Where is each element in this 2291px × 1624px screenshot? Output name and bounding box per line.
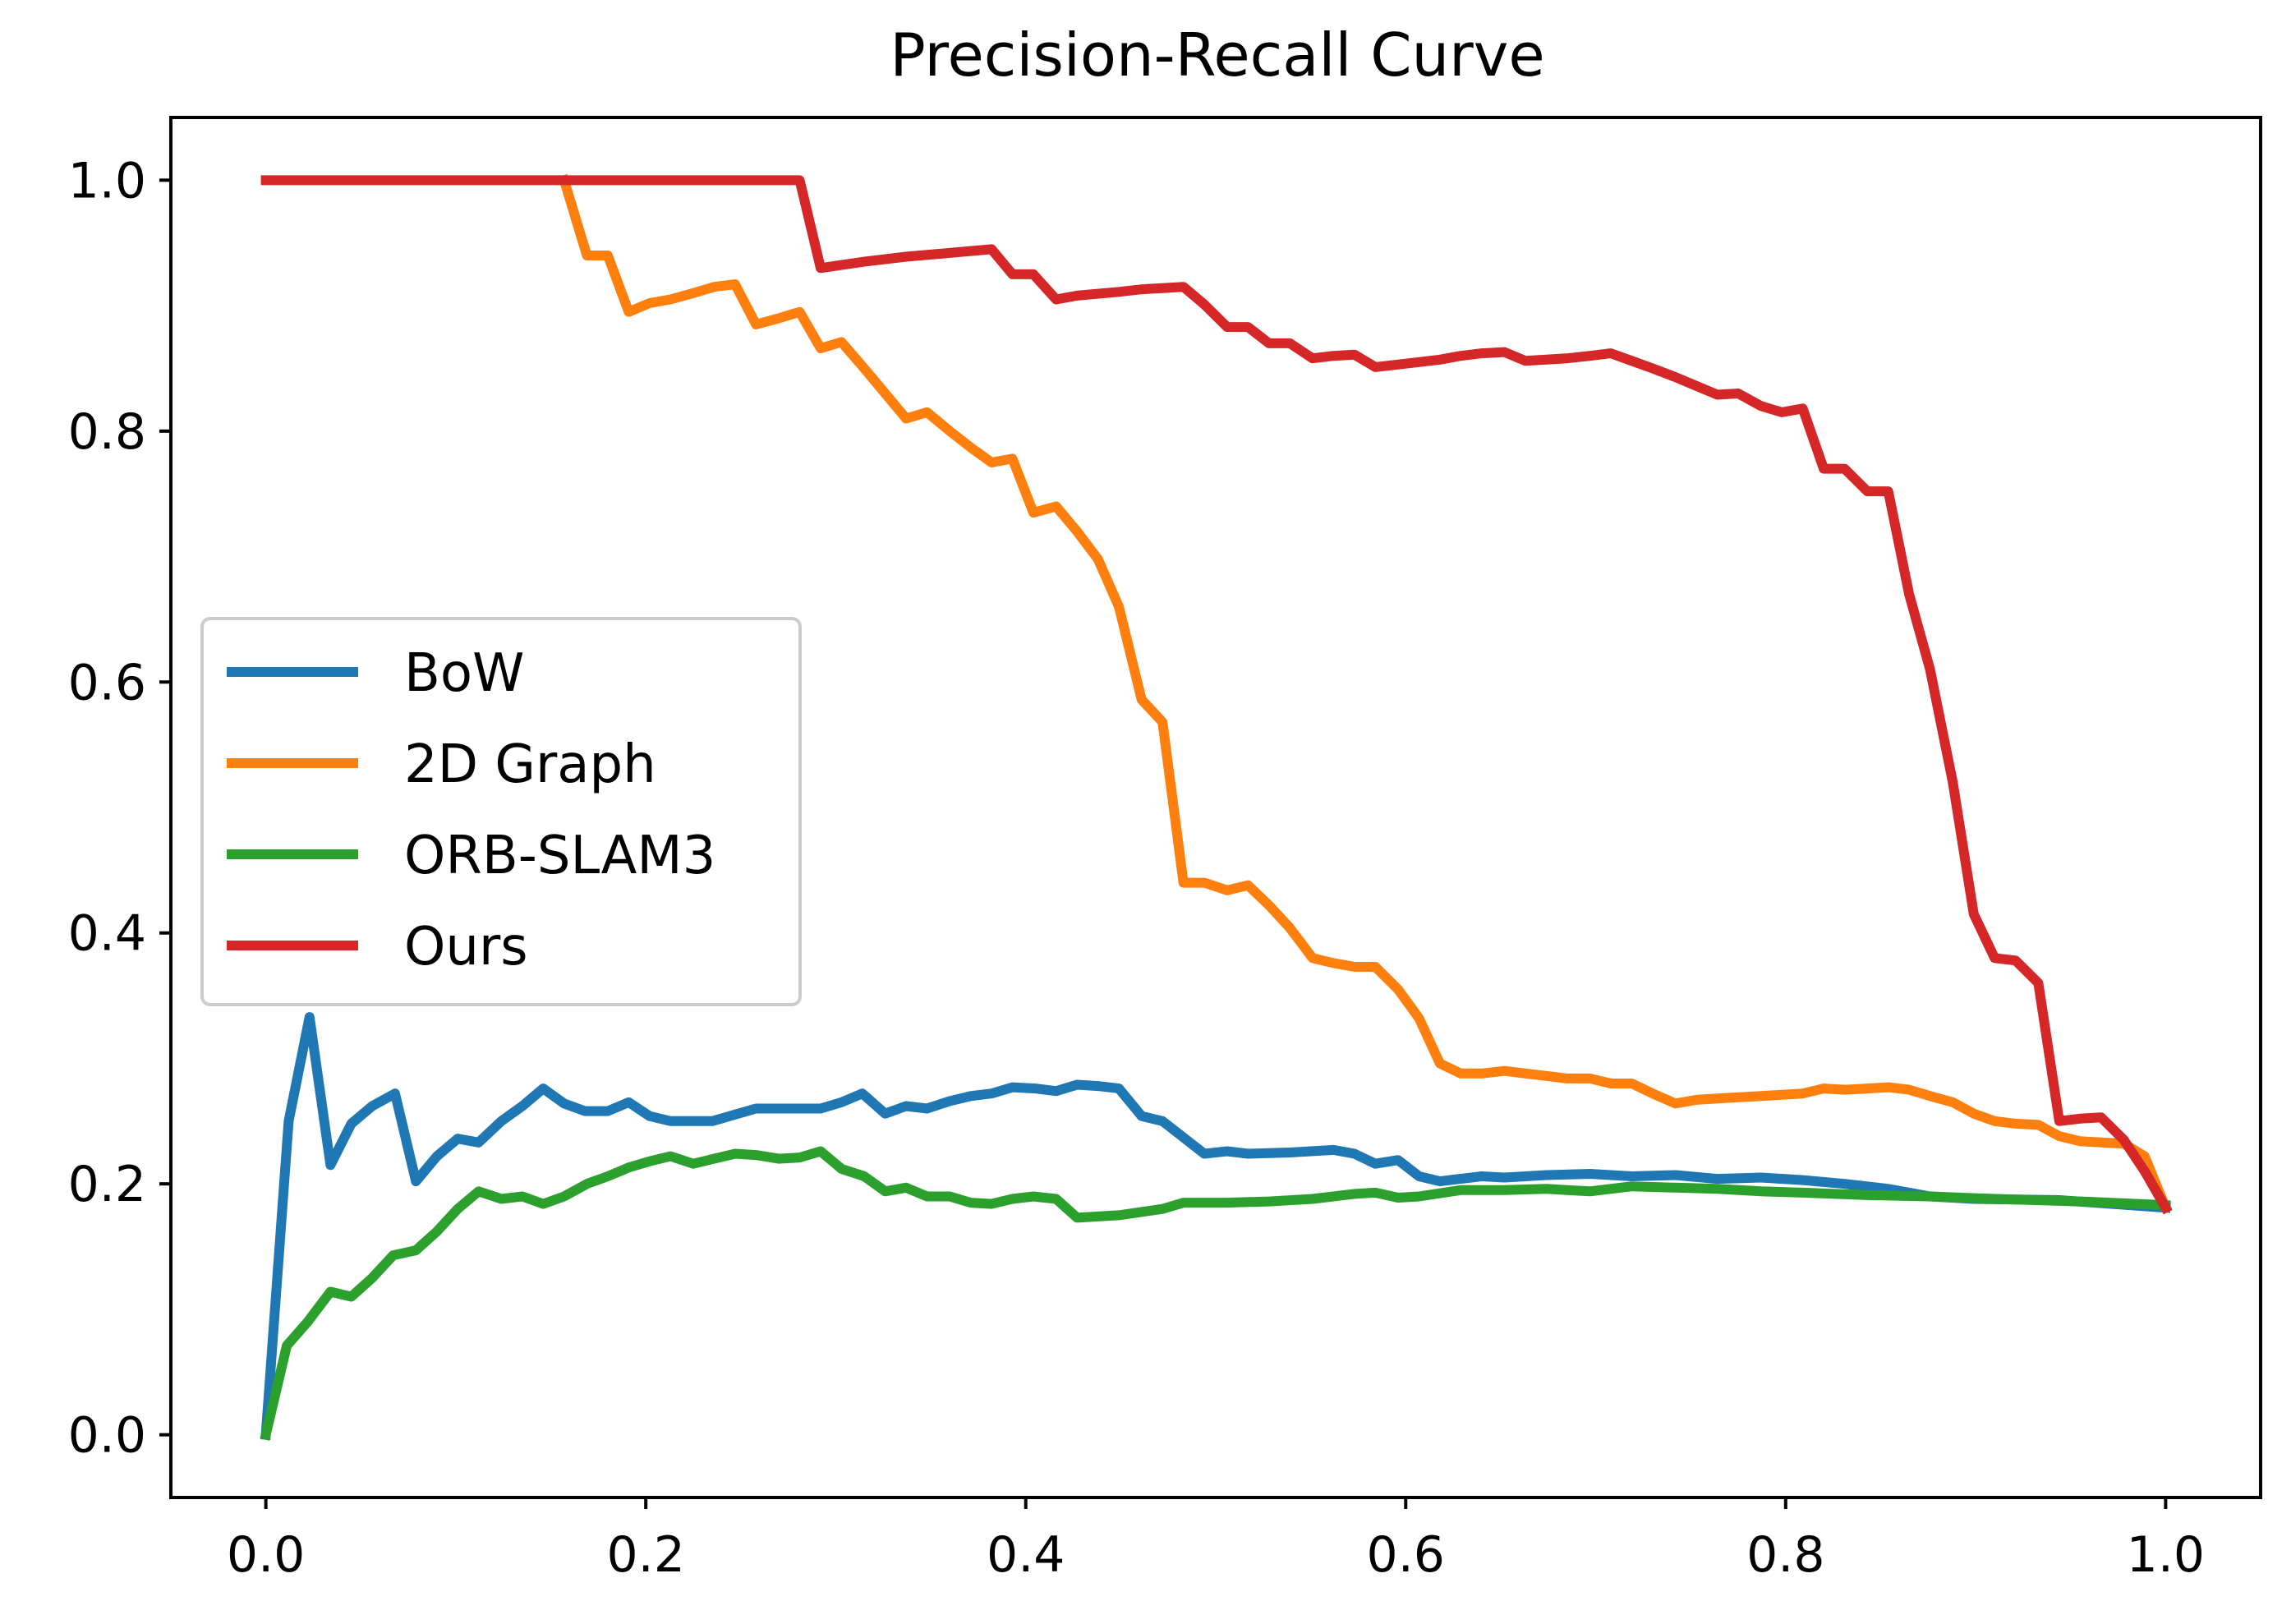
y-tick-label: 0.8 — [68, 403, 146, 461]
legend-label: ORB-SLAM3 — [404, 826, 715, 886]
legend-label: 2D Graph — [404, 734, 656, 795]
y-tick-label: 0.6 — [68, 654, 146, 711]
legend-box — [200, 617, 802, 1006]
x-tick-label: 1.0 — [2127, 1526, 2205, 1584]
legend: BoW 2D Graph ORB-SLAM3 Ours — [200, 617, 802, 1006]
y-tick-label: 1.0 — [68, 152, 146, 209]
y-tick-label: 0.4 — [68, 905, 146, 963]
x-tick-label: 0.6 — [1367, 1526, 1445, 1584]
plot-frame — [169, 116, 2262, 1499]
ticks-layer: 0.0 0.2 0.4 0.6 0.8 1.0 0.0 0.2 0.4 0.6 0.8 1.0 — [68, 152, 2205, 1584]
y-tick-label: 0.2 — [68, 1156, 146, 1213]
series-line-2d-graph — [558, 173, 2173, 1215]
legend-label: Ours — [404, 917, 528, 978]
series-line-ours — [260, 175, 2173, 1215]
series-line-bow — [260, 1012, 2171, 1441]
series-layer — [260, 173, 2173, 1441]
y-tick-label: 0.0 — [68, 1407, 146, 1465]
chart-title: Precision-Recall Curve — [890, 21, 1544, 90]
x-tick-label: 0.2 — [606, 1526, 684, 1584]
series-line-orb-slam3 — [260, 1146, 2171, 1441]
x-tick-label: 0.0 — [227, 1526, 305, 1584]
x-tick-label: 0.8 — [1746, 1526, 1824, 1584]
legend-label: BoW — [404, 643, 524, 704]
x-tick-label: 0.4 — [987, 1526, 1065, 1584]
